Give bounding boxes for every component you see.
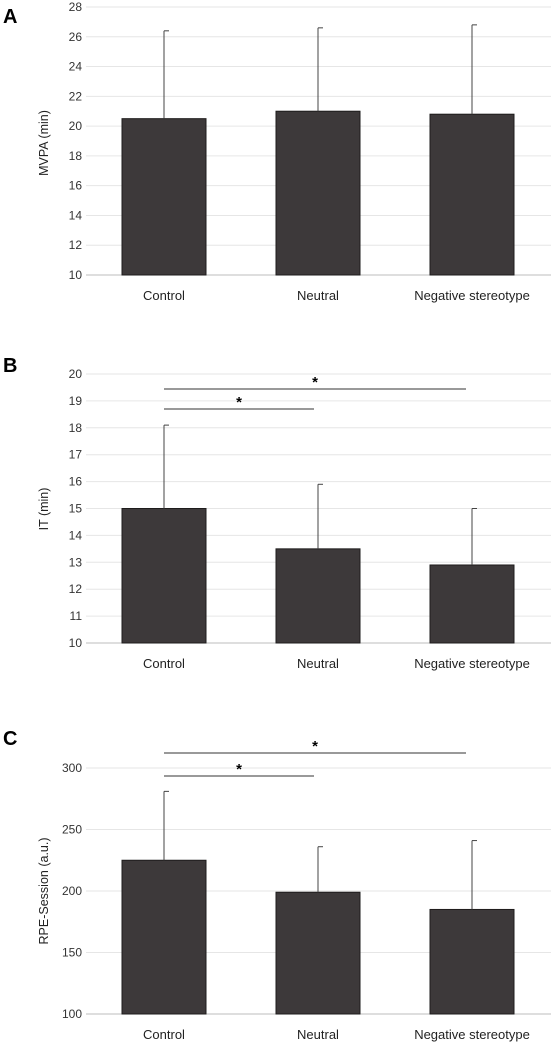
y-tick-label: 250 <box>62 823 82 837</box>
category-label: Control <box>143 1027 185 1042</box>
y-tick-label: 300 <box>62 761 82 775</box>
category-label: Negative stereotype <box>414 288 530 303</box>
bar <box>275 548 361 644</box>
y-tick-label: 16 <box>69 179 83 193</box>
y-tick-label: 17 <box>69 448 83 462</box>
significance-brackets: ** <box>164 738 466 778</box>
y-tick-label: 150 <box>62 946 82 960</box>
y-tick-label: 26 <box>69 30 83 44</box>
bar <box>275 891 361 1015</box>
category-labels: Control Neutral Negative stereotype <box>143 1027 530 1042</box>
y-tick-label: 100 <box>62 1007 82 1021</box>
y-tick-label: 11 <box>70 609 83 623</box>
significance-marker: * <box>312 374 318 391</box>
y-tick-label: 14 <box>69 528 83 542</box>
y-tick-label: 19 <box>69 394 83 408</box>
y-tick-label: 12 <box>69 582 83 596</box>
bar <box>429 908 515 1015</box>
y-tick-label: 18 <box>69 149 83 163</box>
significance-marker: * <box>236 761 242 778</box>
significance-marker: * <box>312 738 318 755</box>
panel-letter: A <box>3 6 17 28</box>
category-label: Neutral <box>297 656 339 671</box>
category-labels: Control Neutral Negative stereotype <box>143 656 530 671</box>
y-axis-label: RPE-Session (a.u.) <box>37 838 51 945</box>
panel-letter: B <box>3 355 17 377</box>
y-tick-label: 24 <box>69 60 83 74</box>
bars <box>121 24 515 276</box>
y-tick-label: 18 <box>69 421 83 435</box>
category-label: Negative stereotype <box>414 1027 530 1042</box>
bar <box>121 859 207 1015</box>
bars <box>121 424 515 644</box>
panel-c: C RPE-Session (a.u.) 100 150 200 250 300 Con… <box>3 728 551 1042</box>
y-tick-label: 22 <box>69 89 83 103</box>
y-tick-label: 16 <box>69 475 83 489</box>
y-tick-label: 12 <box>69 238 83 252</box>
category-label: Control <box>143 288 185 303</box>
y-tick-label: 15 <box>69 502 83 516</box>
category-label: Neutral <box>297 1027 339 1042</box>
category-label: Negative stereotype <box>414 656 530 671</box>
category-label: Control <box>143 656 185 671</box>
bar <box>429 564 515 644</box>
bar <box>121 118 207 276</box>
significance-brackets: ** <box>164 374 466 411</box>
y-axis-label: MVPA (min) <box>37 110 51 176</box>
panel-letter: C <box>3 728 17 750</box>
bar <box>429 113 515 276</box>
y-tick-label: 20 <box>69 367 83 381</box>
y-tick-label: 200 <box>62 884 82 898</box>
y-tick-label: 10 <box>69 268 83 282</box>
y-tick-label: 14 <box>69 208 83 222</box>
y-tick-label: 28 <box>69 0 83 14</box>
category-label: Neutral <box>297 288 339 303</box>
panel-b: B IT (min) 10 11 12 13 14 15 16 17 18 19 20 Contro… <box>3 355 551 671</box>
y-tick-label: 13 <box>69 555 83 569</box>
bar <box>275 110 361 276</box>
y-axis-label: IT (min) <box>37 488 51 531</box>
panel-a: A MVPA (min) 10 12 14 16 18 20 22 24 26 28 Contro… <box>3 0 551 303</box>
bar <box>121 508 207 644</box>
significance-marker: * <box>236 394 242 411</box>
y-tick-label: 10 <box>69 636 83 650</box>
bars <box>121 790 515 1015</box>
category-labels: Control Neutral Negative stereotype <box>143 288 530 303</box>
y-tick-label: 20 <box>69 119 83 133</box>
